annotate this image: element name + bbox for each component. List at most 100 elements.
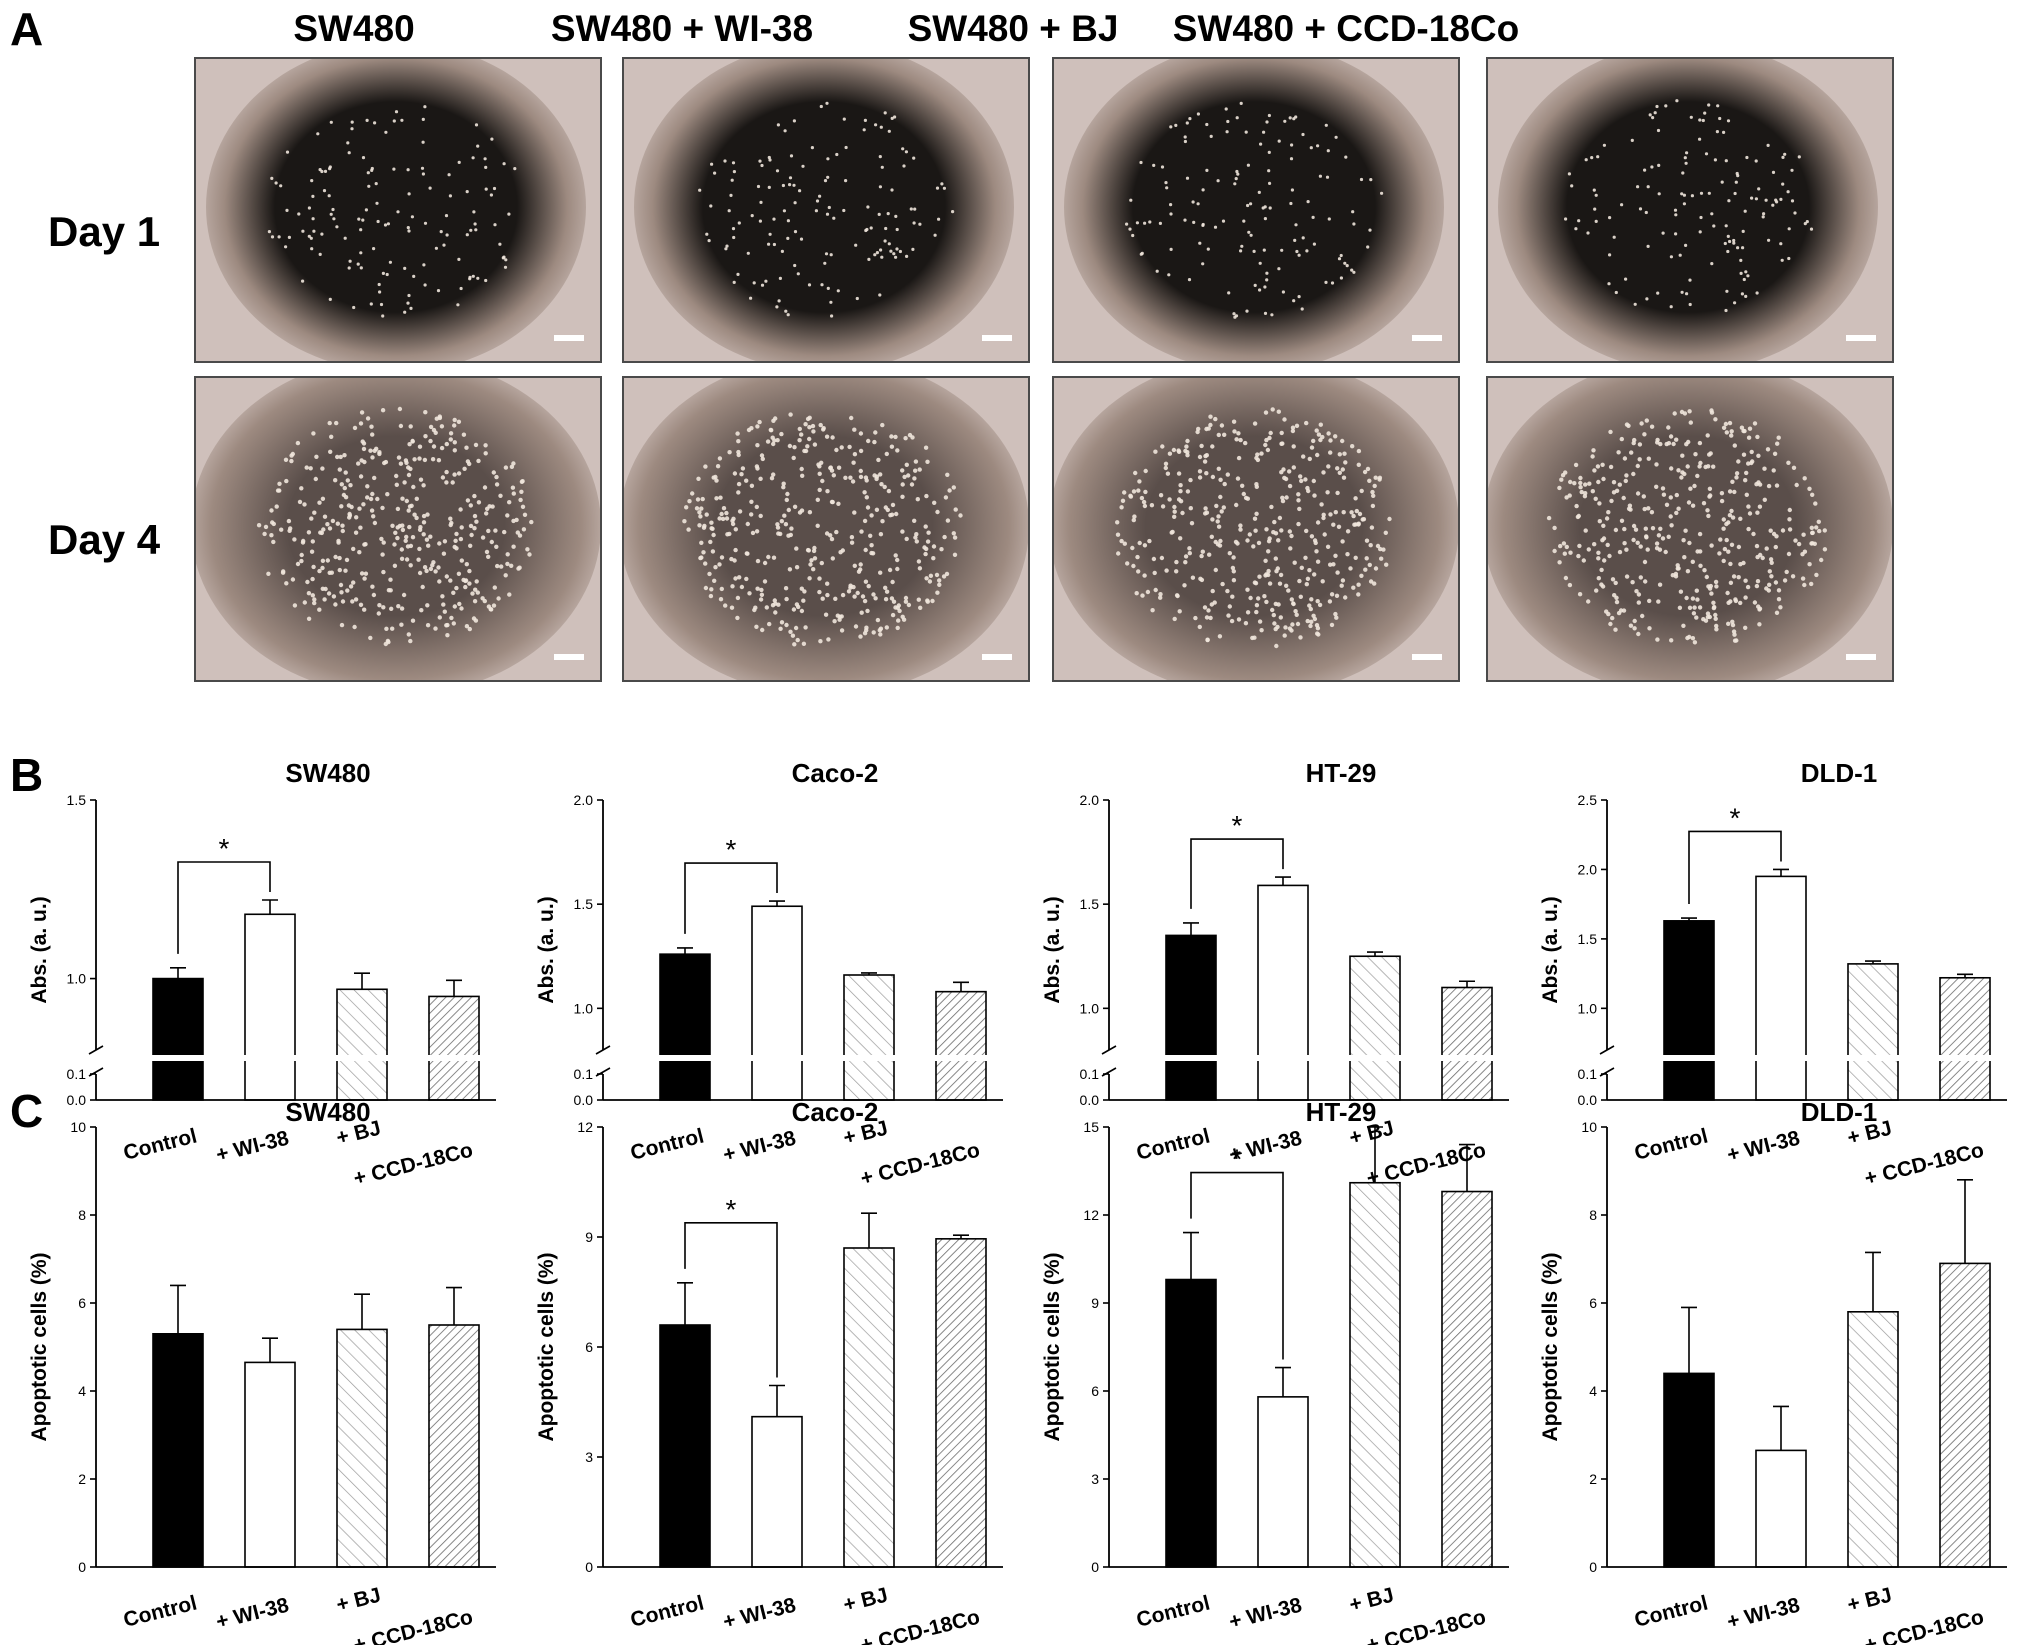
error-bar — [262, 899, 278, 915]
bar — [1257, 884, 1309, 1101]
y-tick-label: 10 — [1581, 1119, 1597, 1135]
x-tick-label: + WI-38 — [214, 1593, 292, 1633]
y-tick-label: 0 — [1091, 1559, 1099, 1575]
y-tick-label: 9 — [1091, 1295, 1099, 1311]
error-bar — [262, 1337, 278, 1363]
y-tick-label: 0.1 — [574, 1066, 594, 1082]
bar — [935, 990, 987, 1101]
y-tick-label: 8 — [78, 1207, 86, 1223]
x-tick-label: + BJ — [1845, 1584, 1894, 1617]
y-axis-label: Abs. (a. u.) — [535, 896, 558, 1003]
axis-break-gap — [1111, 1055, 1501, 1061]
error-bar — [953, 981, 969, 992]
error-bar — [1957, 1179, 1973, 1264]
error-bar — [1275, 1366, 1291, 1397]
micrograph-day4-col2 — [622, 376, 1030, 682]
bar — [1441, 986, 1493, 1101]
significance-bracket — [1688, 830, 1782, 905]
x-tick-label: + CCD-18Co — [858, 1606, 982, 1645]
significance-star: * — [1232, 1144, 1243, 1175]
error-bar — [769, 1384, 785, 1417]
significance-bracket — [1190, 838, 1284, 909]
error-bar — [1681, 917, 1697, 921]
scale-bar — [1412, 654, 1442, 660]
y-tick-label: 1.0 — [67, 971, 87, 987]
x-tick-label: Control — [1632, 1125, 1710, 1165]
x-tick-label: + WI-38 — [1725, 1126, 1803, 1166]
bar — [1939, 976, 1991, 1101]
y-tick-label: 1.5 — [1578, 931, 1598, 947]
bar — [1257, 1396, 1309, 1568]
column-title-sw480: SW480 — [293, 8, 415, 49]
well-spot — [1498, 59, 1878, 361]
panel-c-label: C — [10, 1085, 44, 1137]
y-tick-label: 4 — [78, 1383, 86, 1399]
scale-bar — [1412, 335, 1442, 341]
bar — [659, 1324, 711, 1568]
well-spot — [1064, 59, 1444, 361]
error-bar — [677, 1282, 693, 1325]
error-bar — [1681, 1306, 1697, 1374]
significance-bracket — [684, 862, 778, 934]
x-tick-label: Control — [1134, 1592, 1212, 1632]
bar — [1847, 963, 1899, 1101]
error-bar — [1865, 1251, 1881, 1312]
bar — [152, 1333, 204, 1568]
x-tick-label: Control — [121, 1592, 199, 1632]
bar — [1349, 955, 1401, 1101]
error-bar — [1865, 960, 1881, 964]
cell-dots — [1546, 408, 1828, 645]
cell-dots — [1115, 407, 1392, 649]
y-axis-label: Apoptotic cells (%) — [1041, 1252, 1064, 1441]
x-tick-label: + CCD-18Co — [1364, 1606, 1488, 1645]
scale-bar — [554, 335, 584, 341]
x-tick-label: Control — [1632, 1592, 1710, 1632]
row-label-day4: Day 4 — [48, 516, 161, 563]
bar — [428, 995, 480, 1101]
x-tick-label: + WI-38 — [721, 1126, 799, 1166]
y-tick-label: 6 — [1589, 1295, 1597, 1311]
x-tick-label: + CCD-18Co — [351, 1139, 475, 1191]
y-axis-label: Apoptotic cells (%) — [28, 1252, 51, 1441]
y-tick-label: 6 — [1091, 1383, 1099, 1399]
error-bar — [953, 1234, 969, 1239]
axis-break-gap — [98, 1055, 488, 1061]
scale-bar — [1846, 654, 1876, 660]
chart-title: HT-29 — [1306, 758, 1377, 788]
chart-title: Caco-2 — [792, 758, 879, 788]
y-tick-label: 15 — [1083, 1119, 1099, 1135]
bar — [152, 977, 204, 1101]
well-spot — [206, 59, 586, 361]
cell-dots — [1564, 99, 1814, 313]
bar — [1165, 934, 1217, 1101]
significance-star: * — [726, 834, 737, 865]
y-axis-label: Abs. (a. u.) — [28, 896, 51, 1003]
bar — [1755, 875, 1807, 1101]
bar — [244, 913, 296, 1101]
chart-c-ht29: 0 3 6 9 12 15 Control + WI-38 + BJ+ CCD-18Co HT-2… — [1041, 1097, 1509, 1645]
x-tick-label: + CCD-18Co — [1862, 1139, 1986, 1191]
error-bar — [769, 900, 785, 907]
well-spot — [634, 59, 1014, 361]
panel-b-label: B — [10, 749, 44, 801]
cell-dots — [682, 412, 963, 647]
chart-title: HT-29 — [1306, 1097, 1377, 1127]
significance-bracket — [684, 1222, 778, 1378]
axis-break-gap — [1609, 1055, 1999, 1061]
x-tick-label: + WI-38 — [1725, 1593, 1803, 1633]
error-bar — [1367, 1126, 1383, 1183]
chart-title: DLD-1 — [1801, 1097, 1878, 1127]
error-bar — [677, 947, 693, 955]
bar — [1349, 1181, 1401, 1568]
column-title-ccd18co: SW480 + CCD-18Co — [1172, 8, 1520, 49]
x-tick-label: + WI-38 — [721, 1593, 799, 1633]
error-bar — [861, 972, 877, 975]
significance-star: * — [219, 833, 230, 864]
error-bar — [170, 967, 186, 979]
y-tick-label: 1.0 — [1080, 1000, 1100, 1016]
y-tick-label: 1.0 — [574, 1000, 594, 1016]
row-label-day1: Day 1 — [48, 208, 161, 255]
error-bar — [1275, 876, 1291, 886]
